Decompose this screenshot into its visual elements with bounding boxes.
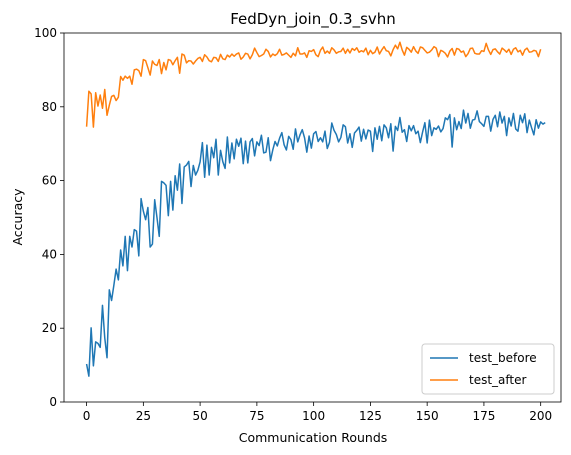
legend-label: test_before [469,351,537,365]
y-tick-label: 0 [49,395,57,409]
y-axis-label: Accuracy [10,188,25,246]
series-line-test-after [85,41,542,128]
x-tick-label: 150 [416,409,439,423]
y-tick-label: 100 [34,26,57,40]
y-tick-label: 60 [42,174,57,188]
legend: test_before test_after [421,343,555,395]
x-tick-label: 0 [83,409,91,423]
legend-label: test_after [469,373,527,387]
y-axis-ticks: 0 20 40 60 80 100 [34,26,64,409]
y-tick-label: 40 [42,247,57,261]
x-axis-ticks: 0 25 50 75 100 125 150 175 200 [83,402,552,423]
x-tick-label: 75 [249,409,264,423]
x-tick-label: 100 [302,409,325,423]
series-line-test-before [85,109,546,377]
series-layer [85,41,546,377]
x-tick-label: 125 [359,409,382,423]
x-tick-label: 200 [529,409,552,423]
y-tick-label: 20 [42,321,57,335]
chart-title: FedDyn_join_0.3_svhn [230,10,396,29]
plot-frame [63,32,562,403]
legend-box [421,343,555,395]
x-axis-label: Communication Rounds [239,430,388,445]
x-tick-label: 25 [136,409,151,423]
x-tick-label: 50 [192,409,207,423]
plot-area [64,33,561,402]
x-tick-label: 175 [472,409,495,423]
y-tick-label: 80 [42,100,57,114]
